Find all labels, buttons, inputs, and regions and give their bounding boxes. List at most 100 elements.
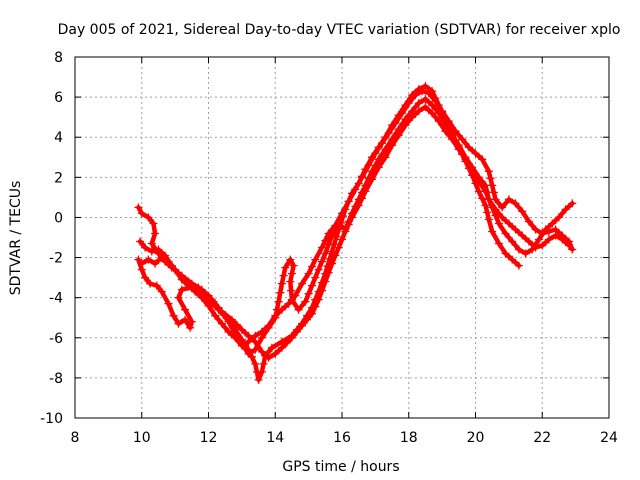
data-point-marker <box>364 174 373 183</box>
data-point-marker <box>304 269 313 278</box>
data-point-marker <box>518 207 527 216</box>
data-point-marker <box>181 305 190 314</box>
data-point-marker <box>224 327 233 336</box>
data-point-marker <box>141 273 150 282</box>
y-tick-label: 4 <box>54 130 63 146</box>
y-tick-label: 8 <box>54 50 63 66</box>
x-tick-label: 8 <box>71 430 80 446</box>
data-point-marker <box>351 202 360 211</box>
data-point-marker <box>164 257 173 266</box>
data-point-marker <box>171 265 180 274</box>
data-point-marker <box>548 219 557 228</box>
data-point-marker <box>328 259 336 268</box>
data-point-marker <box>321 236 330 245</box>
data-point-marker <box>257 347 266 356</box>
data-point-marker <box>344 217 353 226</box>
data-point-marker <box>538 241 547 250</box>
data-point-marker <box>498 203 507 212</box>
data-point-marker <box>214 303 223 312</box>
data-point-marker <box>251 331 260 340</box>
x-tick-label: 12 <box>200 430 218 446</box>
data-point-marker <box>468 163 477 172</box>
data-point-marker <box>461 153 470 162</box>
data-point-marker <box>489 188 498 197</box>
data-point-marker <box>424 89 433 98</box>
data-point-marker <box>421 95 430 104</box>
data-point-marker <box>279 271 288 280</box>
data-point-marker <box>371 149 380 158</box>
y-tick-label: 2 <box>54 170 63 186</box>
data-point-marker <box>237 341 246 350</box>
data-point-marker <box>244 349 253 358</box>
data-point-marker <box>364 161 373 170</box>
data-point-marker <box>374 155 383 164</box>
data-point-marker <box>277 343 286 352</box>
data-point-marker <box>289 261 298 270</box>
data-point-marker <box>204 291 213 300</box>
data-point-marker <box>378 139 386 148</box>
data-point-marker <box>358 173 366 182</box>
data-point-marker <box>531 225 540 234</box>
data-point-marker <box>484 167 493 176</box>
y-tick-label: -6 <box>49 331 63 347</box>
data-point-marker <box>304 289 313 298</box>
y-tick-label: -2 <box>49 251 63 267</box>
data-point-marker <box>471 149 480 158</box>
data-point-marker <box>511 225 520 234</box>
data-point-marker <box>194 283 203 292</box>
data-point-marker <box>169 311 178 320</box>
data-point-marker <box>518 231 527 240</box>
data-point-marker <box>147 247 156 256</box>
data-point-marker <box>318 286 326 295</box>
y-tick-label: -4 <box>49 291 63 307</box>
data-point-marker <box>287 333 296 342</box>
data-point-marker <box>538 229 547 238</box>
data-point-marker <box>232 320 241 329</box>
data-point-marker <box>152 281 161 290</box>
data-point-marker <box>494 239 503 248</box>
data-point-marker <box>354 195 363 204</box>
data-point-marker <box>324 229 333 238</box>
data-point-marker <box>311 255 320 264</box>
data-point-marker <box>331 221 340 230</box>
data-point-marker <box>151 259 160 268</box>
data-point-marker <box>282 338 291 347</box>
data-point-marker <box>271 311 280 320</box>
data-point-marker <box>451 127 460 136</box>
data-point-marker <box>264 321 273 330</box>
x-tick-label: 14 <box>266 430 284 446</box>
data-point-marker <box>209 297 218 306</box>
data-point-marker <box>204 301 213 310</box>
data-point-marker <box>259 359 268 368</box>
data-point-marker <box>237 325 246 334</box>
y-tick-label: 0 <box>54 210 63 226</box>
data-point-marker <box>177 275 186 284</box>
data-point-marker <box>276 288 285 297</box>
data-point-marker <box>524 237 533 246</box>
data-point-marker <box>334 243 343 252</box>
data-point-marker <box>484 195 493 204</box>
data-point-marker <box>514 245 523 254</box>
data-point-marker <box>292 327 301 336</box>
data-point-marker <box>277 305 286 314</box>
data-point-marker <box>321 277 330 286</box>
data-point-marker <box>414 107 423 116</box>
x-tick-label: 16 <box>333 430 351 446</box>
data-point-marker <box>421 82 430 91</box>
data-point-marker <box>298 279 306 288</box>
data-point-marker <box>401 115 410 124</box>
data-point-marker <box>568 245 577 254</box>
data-point-marker <box>481 201 490 210</box>
data-point-marker <box>483 188 492 197</box>
data-point-marker <box>488 227 497 236</box>
data-point-marker <box>224 317 233 326</box>
data-point-marker <box>534 235 543 244</box>
data-point-marker <box>154 245 163 254</box>
series-line <box>139 88 575 349</box>
data-point-marker <box>318 243 326 252</box>
data-point-marker <box>551 225 560 234</box>
data-point-marker <box>286 255 295 264</box>
data-point-marker <box>338 235 346 244</box>
data-point-marker <box>504 195 513 204</box>
data-point-marker <box>481 181 490 190</box>
